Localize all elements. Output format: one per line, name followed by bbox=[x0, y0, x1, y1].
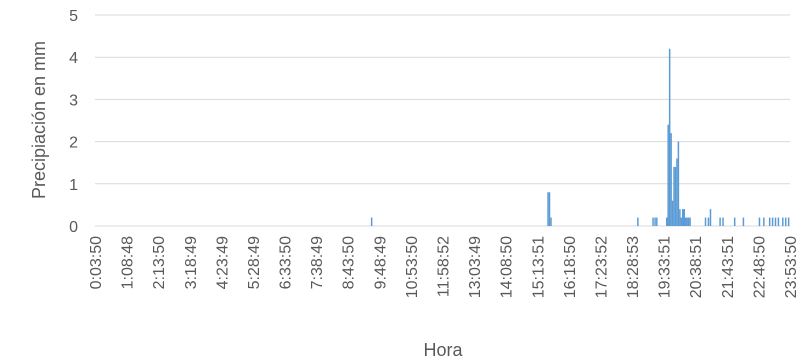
x-tick-label: 16:18:50 bbox=[562, 236, 579, 298]
precipitation-bar bbox=[733, 217, 736, 226]
x-tick-label: 6:33:50 bbox=[278, 236, 295, 289]
x-tick-label: 18:28:53 bbox=[625, 236, 642, 298]
x-tick-label: 8:43:50 bbox=[341, 236, 358, 289]
precipitation-bar bbox=[547, 192, 549, 226]
x-axis-ticks: 0:03:50 1:08:48 2:13:50 3:18:49 4:23:49 5:28:… bbox=[88, 236, 799, 298]
y-tick-label: 4 bbox=[69, 50, 78, 67]
y-axis-ticks: 0 1 2 3 4 5 bbox=[69, 8, 78, 236]
precipitation-bar bbox=[719, 217, 721, 226]
precipitation-bar bbox=[787, 217, 790, 226]
precipitation-bar bbox=[763, 217, 765, 226]
precipitation-bar bbox=[777, 217, 780, 226]
x-tick-label: 4:23:49 bbox=[214, 236, 231, 289]
precipitation-bar bbox=[637, 217, 639, 226]
precipitation-bar bbox=[548, 192, 551, 226]
precipitation-bar bbox=[709, 209, 712, 226]
precipitation-bar bbox=[682, 209, 684, 226]
y-axis-title: Precipiación en mm bbox=[29, 41, 49, 199]
y-tick-label: 1 bbox=[69, 177, 78, 194]
precipitation-bar bbox=[679, 209, 681, 226]
precipitation-bar bbox=[680, 217, 683, 226]
precipitation-bar bbox=[722, 217, 724, 226]
precipitation-bar bbox=[676, 158, 678, 226]
precipitation-bar bbox=[687, 217, 690, 226]
x-tick-label: 2:13:50 bbox=[151, 236, 168, 289]
precipitation-bar bbox=[667, 124, 669, 226]
y-tick-label: 3 bbox=[69, 92, 78, 109]
precipitation-bar bbox=[370, 217, 373, 226]
precipitation-bar bbox=[742, 217, 745, 226]
precipitation-bar bbox=[671, 200, 674, 226]
y-tick-label: 5 bbox=[69, 8, 78, 25]
precipitation-bar bbox=[665, 217, 668, 226]
precipitation-bar bbox=[768, 217, 771, 226]
x-tick-label: 23:53:50 bbox=[783, 236, 799, 298]
precipitation-bar bbox=[656, 217, 658, 226]
precipitation-bar bbox=[683, 209, 685, 226]
x-tick-label: 14:08:50 bbox=[499, 236, 516, 298]
x-tick-label: 3:18:49 bbox=[183, 236, 200, 289]
x-tick-label: 11:58:52 bbox=[436, 236, 453, 297]
x-tick-label: 17:23:52 bbox=[594, 236, 611, 298]
precipitation-bar bbox=[684, 217, 687, 226]
precipitation-bar bbox=[654, 217, 656, 226]
precipitation-bar bbox=[677, 141, 680, 226]
precipitation-bar bbox=[550, 217, 552, 226]
x-tick-label: 19:33:51 bbox=[657, 236, 674, 298]
precipitation-bar bbox=[784, 217, 787, 226]
precipitation-bar bbox=[704, 217, 707, 226]
x-tick-label: 13:03:49 bbox=[467, 236, 484, 298]
precipitation-bar bbox=[774, 217, 777, 226]
precipitation-bars bbox=[370, 48, 790, 227]
x-tick-label: 15:13:51 bbox=[530, 236, 547, 298]
precipitation-bar bbox=[707, 217, 710, 226]
x-tick-label: 20:38:51 bbox=[688, 236, 705, 298]
x-tick-label: 7:38:49 bbox=[309, 236, 326, 289]
x-tick-label: 5:28:49 bbox=[246, 236, 263, 289]
precipitation-bar bbox=[771, 217, 774, 226]
precipitation-bar bbox=[782, 217, 784, 226]
precipitation-bar bbox=[686, 217, 688, 226]
x-tick-label: 0:03:50 bbox=[88, 236, 105, 289]
y-tick-label: 0 bbox=[69, 219, 78, 236]
x-tick-label: 22:48:50 bbox=[751, 236, 768, 298]
precipitation-bar bbox=[668, 48, 671, 227]
x-tick-label: 1:08:48 bbox=[120, 236, 137, 289]
precipitation-bar bbox=[652, 217, 654, 226]
precipitation-bar bbox=[758, 217, 761, 226]
x-tick-label: 21:43:51 bbox=[720, 236, 737, 298]
precipitation-bar bbox=[674, 166, 677, 226]
precipitation-bar bbox=[670, 133, 672, 226]
x-tick-label: 9:48:49 bbox=[372, 236, 389, 289]
precipitation-bar bbox=[673, 166, 675, 226]
y-tick-label: 2 bbox=[69, 135, 78, 152]
x-axis-title: Hora bbox=[423, 340, 463, 360]
x-tick-label: 10:53:50 bbox=[404, 236, 421, 298]
precipitation-bar bbox=[689, 217, 691, 226]
gridlines bbox=[95, 14, 790, 227]
